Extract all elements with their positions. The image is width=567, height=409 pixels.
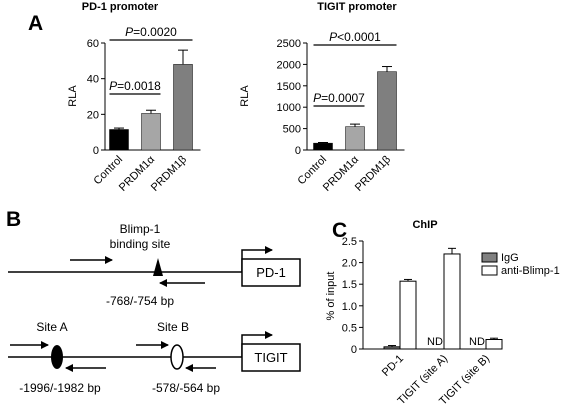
panel-label-c: C bbox=[332, 219, 347, 242]
bar bbox=[377, 71, 397, 151]
tigit-site-a-position: -1996/-1982 bp bbox=[19, 381, 101, 395]
x-tick-label: PD-1 bbox=[380, 353, 406, 379]
bar bbox=[443, 253, 461, 350]
pd1-site-label-line2: binding site bbox=[110, 237, 171, 251]
p-value-label: P<0.0001 bbox=[329, 30, 381, 44]
chart-title: PD-1 promoter bbox=[82, 1, 159, 13]
not-detected-label: ND bbox=[427, 336, 443, 348]
bar bbox=[383, 346, 401, 350]
chart-title: ChIP bbox=[412, 219, 437, 231]
p-value-label: P=0.0020 bbox=[125, 25, 177, 39]
tigit-promoter-diagram: Site A Site B -1996/-1982 bp -578/-564 b… bbox=[8, 320, 301, 395]
y-axis-label: % of input bbox=[325, 272, 337, 321]
tigit-site-a-label: Site A bbox=[36, 320, 67, 334]
y-tick-label: 20 bbox=[87, 109, 99, 121]
panel-label-a: A bbox=[28, 12, 43, 35]
bar bbox=[313, 142, 333, 151]
y-tick-label: 2.5 bbox=[342, 236, 357, 248]
y-axis-label: RLA bbox=[67, 85, 79, 107]
tigit-gene-box bbox=[241, 343, 301, 372]
chart-title: TIGIT promoter bbox=[317, 1, 397, 13]
bar bbox=[345, 126, 365, 151]
tigit-site-b-marker bbox=[170, 344, 184, 370]
panel-label-b: B bbox=[6, 208, 21, 231]
y-tick-label: 1.0 bbox=[342, 301, 357, 313]
not-detected-label: ND bbox=[469, 336, 485, 348]
chip-chart: ChIP% of input00.51.01.52.02.5PD-1NDTIGI… bbox=[325, 219, 560, 408]
pd1-site-position: -768/-754 bp bbox=[106, 294, 174, 308]
x-tick-label: PRDM1β bbox=[353, 154, 393, 194]
bar bbox=[399, 280, 417, 350]
legend-label: anti-Blimp-1 bbox=[501, 265, 560, 277]
y-tick-label: 0 bbox=[351, 344, 357, 356]
legend-swatch bbox=[481, 265, 498, 276]
tigit-site-a-marker bbox=[51, 345, 63, 369]
pd1-binding-site-marker bbox=[153, 258, 163, 276]
y-tick-label: 40 bbox=[87, 74, 99, 86]
bar bbox=[141, 113, 161, 151]
legend-swatch bbox=[481, 252, 498, 263]
tigit-site-b-label: Site B bbox=[157, 320, 189, 334]
tigit-gene-label: TIGIT bbox=[254, 350, 287, 365]
y-tick-label: 1500 bbox=[277, 81, 301, 93]
y-tick-label: 0 bbox=[295, 145, 301, 157]
y-tick-label: 2000 bbox=[277, 59, 301, 71]
legend-label: IgG bbox=[501, 252, 519, 264]
x-tick-label: PRDM1β bbox=[149, 154, 189, 194]
bar bbox=[173, 64, 193, 151]
pd1-promoter-diagram: Blimp-1 binding site -768/-754 bp PD-1 bbox=[8, 222, 301, 308]
y-tick-label: 0 bbox=[93, 145, 99, 157]
y-tick-label: 0.5 bbox=[342, 322, 357, 334]
pd1-gene-box bbox=[241, 258, 301, 287]
p-value-label: P=0.0018 bbox=[109, 79, 161, 93]
pd1-site-label-line1: Blimp-1 bbox=[120, 222, 161, 236]
y-tick-label: 500 bbox=[283, 124, 301, 136]
y-tick-label: 60 bbox=[87, 38, 99, 50]
y-tick-label: 2.0 bbox=[342, 258, 357, 270]
p-value-label: P=0.0007 bbox=[313, 91, 365, 105]
pd1-promoter-chart: PD-1 promoterRLA0204060ControlPRDM1αPRDM… bbox=[67, 1, 201, 194]
y-tick-label: 2500 bbox=[277, 38, 301, 50]
y-axis-label: RLA bbox=[239, 85, 251, 107]
y-tick-label: 1.5 bbox=[342, 279, 357, 291]
pd1-gene-label: PD-1 bbox=[256, 265, 286, 280]
tigit-promoter-chart: TIGIT promoterRLA05001000150020002500Con… bbox=[239, 1, 405, 194]
bar bbox=[109, 129, 129, 151]
tigit-site-b-position: -578/-564 bp bbox=[152, 381, 220, 395]
y-tick-label: 1000 bbox=[277, 102, 301, 114]
bar bbox=[485, 338, 503, 350]
